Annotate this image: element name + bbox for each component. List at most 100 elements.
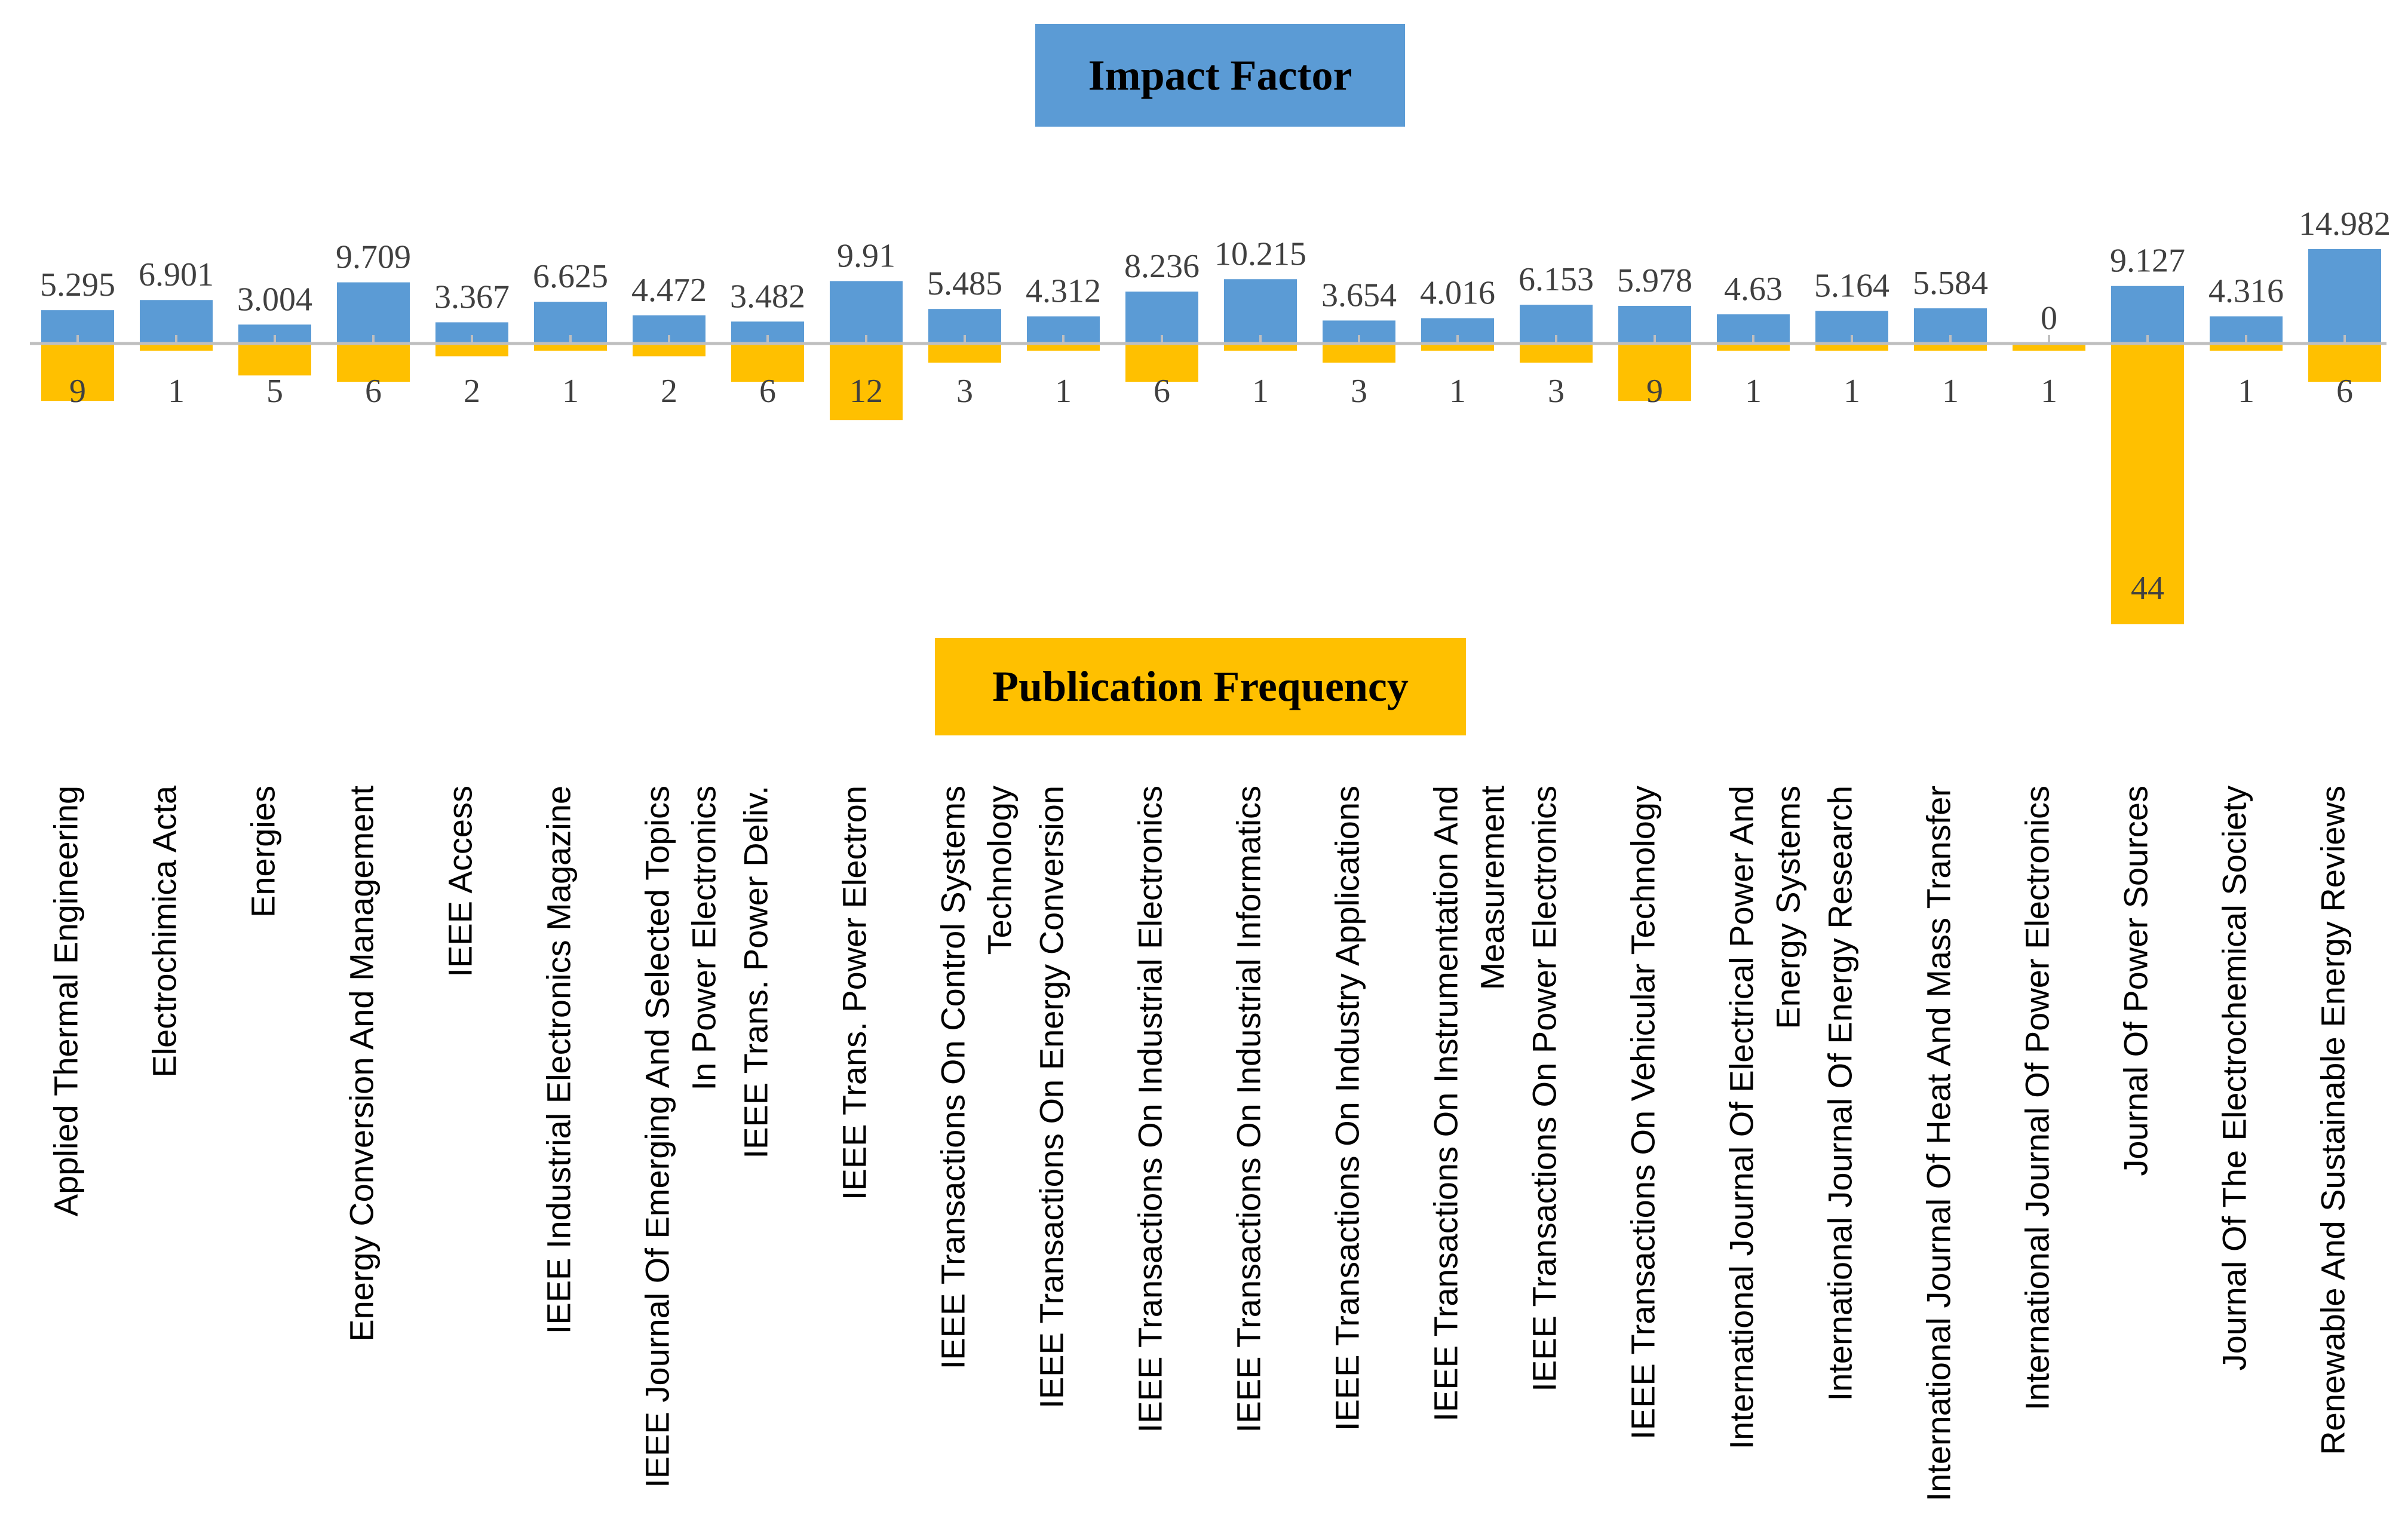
category-label-22-line-0: Journal Of The Electrochemical Society [2216,786,2253,1370]
frequency-value-label-13: 3 [1351,373,1367,410]
impact-value-label-18: 5.164 [1814,268,1889,305]
frequency-bar-1 [140,344,213,351]
category-label-17-line-0: International Journal Of Electrical Powe… [1723,786,1760,1449]
category-label-19: International Journal Of Heat And Mass T… [1920,786,1958,1501]
legend-publication-frequency-label: Publication Frequency [992,663,1409,710]
category-label-19-line-0: International Journal Of Heat And Mass T… [1920,786,1958,1501]
category-label-21-line-0: Journal Of Power Sources [2117,786,2155,1176]
frequency-bar-7 [731,344,804,382]
frequency-value-label-9: 3 [956,373,973,410]
impact-value-label-13: 3.654 [1321,277,1397,314]
frequency-value-label-6: 2 [661,373,677,410]
frequency-value-label-21: 44 [2131,570,2164,607]
category-label-11: IEEE Transactions On Industrial Electron… [1131,786,1169,1433]
category-label-9-line-1: Technology [981,786,1019,955]
category-label-0-line-0: Applied Thermal Engineering [47,786,85,1216]
category-label-14-line-1: Measurement [1474,786,1511,990]
category-label-17: International Journal Of Electrical Powe… [1723,786,1807,1449]
impact-value-label-20: 0 [2041,300,2057,337]
frequency-value-label-0: 9 [69,373,86,410]
frequency-value-label-8: 12 [849,373,883,410]
frequency-bar-8 [830,344,903,421]
frequency-value-label-2: 5 [266,373,283,410]
impact-value-label-8: 9.91 [837,237,895,274]
category-label-15-line-0: IEEE Transactions On Power Electronics [1526,786,1563,1392]
frequency-bar-0 [41,344,114,401]
impact-bar-12 [1224,279,1297,344]
category-label-3: Energy Conversion And Management [343,786,381,1342]
category-label-9-line-0: IEEE Transactions On Control Systems [934,786,972,1369]
impact-bar-8 [830,281,903,344]
frequency-bar-15 [1520,344,1593,363]
frequency-bar-19 [1914,344,1987,351]
frequency-value-label-14: 1 [1449,373,1466,410]
impact-value-label-10: 4.312 [1026,273,1101,310]
impact-bar-23 [2308,249,2381,344]
category-label-16: IEEE Transactions On Vehicular Technolog… [1624,786,1662,1440]
category-label-11-line-0: IEEE Transactions On Industrial Electron… [1131,786,1169,1433]
impact-value-label-21: 9.127 [2110,243,2185,280]
impact-value-label-1: 6.901 [139,256,214,293]
frequency-value-label-20: 1 [2041,373,2057,410]
frequency-bar-20 [2013,344,2085,351]
frequency-bar-23 [2308,344,2381,382]
category-label-18-line-0: International Journal Of Energy Research [1821,786,1859,1401]
category-label-9: IEEE Transactions On Control Systems Tech… [934,786,1019,1369]
category-label-1: Electrochimica Acta [146,785,183,1077]
legend-publication-frequency: Publication Frequency [935,638,1466,735]
category-label-3-line-0: Energy Conversion And Management [343,786,381,1342]
frequency-bar-4 [435,344,508,357]
category-label-5-line-0: IEEE Industrial Electronics Magazine [540,786,578,1334]
category-label-10-line-0: IEEE Transactions On Energy Conversion [1033,786,1070,1409]
category-label-22: Journal Of The Electrochemical Society [2216,786,2253,1370]
impact-bar-3 [337,282,410,344]
category-label-15: IEEE Transactions On Power Electronics [1526,786,1563,1392]
frequency-value-label-5: 1 [562,373,579,410]
frequency-bar-22 [2210,344,2283,351]
impact-value-label-4: 3.367 [434,278,510,315]
category-label-2-line-0: Energies [244,786,282,918]
category-label-21: Journal Of Power Sources [2117,786,2155,1176]
frequency-bar-5 [534,344,607,351]
category-label-4-line-0: IEEE Access [441,786,479,977]
frequency-value-label-15: 3 [1548,373,1565,410]
impact-value-label-0: 5.295 [40,266,115,303]
category-label-1-line-0: Electrochimica Acta [146,785,183,1077]
frequency-bar-17 [1717,344,1790,351]
category-label-6-line-0: IEEE Journal Of Emerging And Selected To… [639,786,676,1488]
impact-bar-11 [1125,292,1198,344]
frequency-bar-12 [1224,344,1297,351]
category-label-20-line-0: International Journal Of Power Electroni… [2019,786,2056,1410]
impact-value-label-23: 14.982 [2299,206,2391,243]
frequency-value-label-4: 2 [464,373,480,410]
category-label-16-line-0: IEEE Transactions On Vehicular Technolog… [1624,786,1662,1440]
category-label-14: IEEE Transactions On Instrumentation And… [1427,786,1511,1422]
frequency-bar-16 [1618,344,1691,401]
frequency-value-label-12: 1 [1252,373,1269,410]
frequency-value-label-11: 6 [1154,373,1170,410]
legend-impact-factor: Impact Factor [1035,24,1405,127]
category-label-12-line-0: IEEE Transactions On Industrial Informat… [1230,786,1268,1433]
frequency-bar-10 [1027,344,1100,351]
impact-value-label-22: 4.316 [2208,272,2284,309]
category-label-20: International Journal Of Power Electroni… [2019,786,2056,1410]
impact-value-label-17: 4.63 [1724,271,1783,308]
category-label-23: Renewable And Sustainable Energy Reviews [2314,786,2352,1455]
frequency-bar-11 [1125,344,1198,382]
impact-value-label-6: 4.472 [631,272,707,309]
impact-value-label-9: 5.485 [927,265,1002,302]
category-label-2: Energies [244,786,282,918]
frequency-bar-3 [337,344,410,382]
category-label-13: IEEE Transactions On Industry Applicatio… [1329,786,1366,1431]
category-label-23-line-0: Renewable And Sustainable Energy Reviews [2314,786,2352,1455]
category-label-8-line-0: IEEE Trans. Power Electron [836,786,873,1200]
category-label-13-line-0: IEEE Transactions On Industry Applicatio… [1329,786,1366,1431]
frequency-bar-9 [928,344,1001,363]
frequency-value-label-17: 1 [1745,373,1762,410]
category-label-5: IEEE Industrial Electronics Magazine [540,786,578,1334]
frequency-value-label-7: 6 [759,373,776,410]
impact-value-label-3: 9.709 [336,239,411,276]
frequency-value-label-16: 9 [1646,373,1663,410]
impact-bar-21 [2111,286,2184,344]
impact-value-label-5: 6.625 [533,258,608,295]
